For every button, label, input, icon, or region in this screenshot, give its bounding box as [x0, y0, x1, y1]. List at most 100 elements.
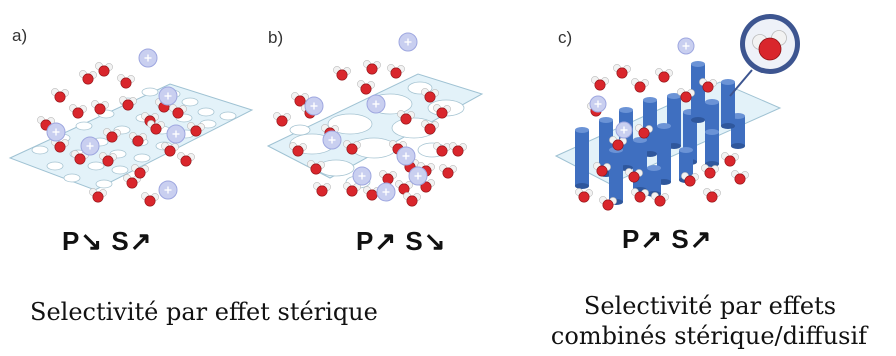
water-molecule-icon	[161, 142, 179, 157]
water-molecule-icon	[177, 152, 195, 167]
water-molecule-icon	[609, 136, 627, 151]
panel-b-ps-label: P↗ S↘	[356, 226, 447, 256]
water-molecule-icon	[433, 142, 451, 157]
water-molecule-icon	[395, 180, 413, 195]
ion-icon	[615, 121, 633, 139]
water-molecule-icon	[387, 64, 405, 79]
caption-combined-line1: Selectivité par effets	[583, 292, 837, 320]
water-molecule-icon	[631, 188, 649, 203]
membrane-pore	[75, 121, 93, 131]
water-molecule-icon	[357, 80, 375, 95]
membrane-pore	[141, 87, 159, 97]
water-molecule-icon	[99, 152, 117, 167]
water-molecule-icon	[397, 110, 415, 125]
ion-icon	[158, 180, 178, 200]
membrane-pore	[31, 145, 49, 155]
membrane-pore	[63, 173, 81, 183]
water-molecule-icon	[141, 192, 159, 207]
membrane-pore	[111, 165, 129, 175]
magnifier-inset-icon	[729, 14, 800, 97]
water-molecule-icon	[752, 30, 787, 61]
water-molecule-icon	[291, 92, 309, 107]
ion-icon	[46, 122, 66, 142]
water-molecule-icon	[71, 150, 89, 165]
water-molecule-icon	[703, 188, 721, 203]
water-molecule-icon	[187, 122, 205, 137]
water-molecule-icon	[593, 162, 611, 177]
cylinder-channel-icon	[691, 61, 705, 123]
water-molecule-icon	[613, 64, 631, 79]
water-molecule-icon	[701, 164, 719, 179]
cylinder-channel-icon	[647, 165, 661, 197]
water-molecule-icon	[343, 182, 361, 197]
ion-icon	[677, 37, 695, 55]
water-molecule-icon	[307, 160, 325, 175]
water-molecule-icon	[575, 188, 593, 203]
caption-combined-line2: combinés stérique/diffusif	[550, 322, 868, 350]
ion-icon	[80, 136, 100, 156]
water-molecule-icon	[403, 192, 421, 207]
cylinder-channel-icon	[633, 137, 647, 193]
water-molecule-icon	[169, 104, 187, 119]
water-molecule-icon	[699, 78, 717, 93]
membrane-pore	[197, 107, 215, 117]
ion-icon	[322, 130, 342, 150]
membrane-pore	[95, 179, 113, 189]
cylinder-channel-icon	[705, 129, 719, 167]
water-molecule-icon	[91, 100, 109, 115]
water-molecule-icon	[635, 124, 653, 139]
cylinder-channel-icon	[575, 127, 589, 189]
water-molecule-icon	[731, 170, 749, 185]
panel-c-ps-label: P↗ S↗	[622, 224, 713, 254]
water-molecule-icon	[681, 172, 699, 187]
cylinder-channel-icon	[721, 79, 735, 129]
water-molecule-icon	[625, 168, 643, 183]
ion-icon	[589, 95, 607, 113]
water-molecule-icon	[129, 132, 147, 147]
water-molecule-icon	[421, 88, 439, 103]
membrane-pore	[133, 153, 151, 163]
panel-b-label: b)	[268, 28, 284, 47]
water-molecule-icon	[599, 196, 617, 211]
water-molecule-icon	[333, 66, 351, 81]
membrane-pore	[181, 97, 199, 107]
water-molecule-icon	[69, 104, 87, 119]
water-molecule-icon	[123, 174, 141, 189]
water-molecule-icon	[433, 104, 451, 119]
ion-icon	[352, 166, 372, 186]
water-molecule-icon	[273, 112, 291, 127]
water-molecule-icon	[343, 140, 361, 155]
water-molecule-icon	[95, 62, 113, 77]
membrane-pore	[219, 111, 237, 121]
water-molecule-icon	[651, 192, 669, 207]
ion-icon	[408, 166, 428, 186]
water-molecule-icon	[131, 164, 149, 179]
water-molecule-icon	[117, 74, 135, 89]
panel-a-ps-label: P↘ S↗	[62, 226, 153, 256]
ion-icon	[376, 182, 396, 202]
water-molecule-icon	[89, 188, 107, 203]
water-molecule-icon	[631, 78, 649, 93]
ion-icon	[304, 96, 324, 116]
water-molecule-icon	[677, 88, 695, 103]
water-molecule-icon	[79, 70, 97, 85]
water-molecule-icon	[721, 152, 739, 167]
membrane-pore	[289, 124, 311, 136]
ion-icon	[138, 48, 158, 68]
water-molecule-icon	[147, 120, 165, 135]
water-molecule-icon	[449, 142, 467, 157]
membrane-pore	[46, 161, 64, 171]
water-molecule-icon	[119, 96, 137, 111]
water-molecule-icon	[655, 68, 673, 83]
water-molecule-icon	[103, 128, 121, 143]
membrane-pore	[87, 161, 105, 171]
panel-a-label: a)	[12, 26, 28, 45]
ion-icon	[366, 94, 386, 114]
water-molecule-icon	[379, 170, 397, 185]
panel-c-label: c)	[558, 28, 573, 47]
water-molecule-icon	[421, 120, 439, 135]
water-molecule-icon	[591, 76, 609, 91]
water-molecule-icon	[439, 164, 457, 179]
membrane-pore	[327, 113, 373, 135]
